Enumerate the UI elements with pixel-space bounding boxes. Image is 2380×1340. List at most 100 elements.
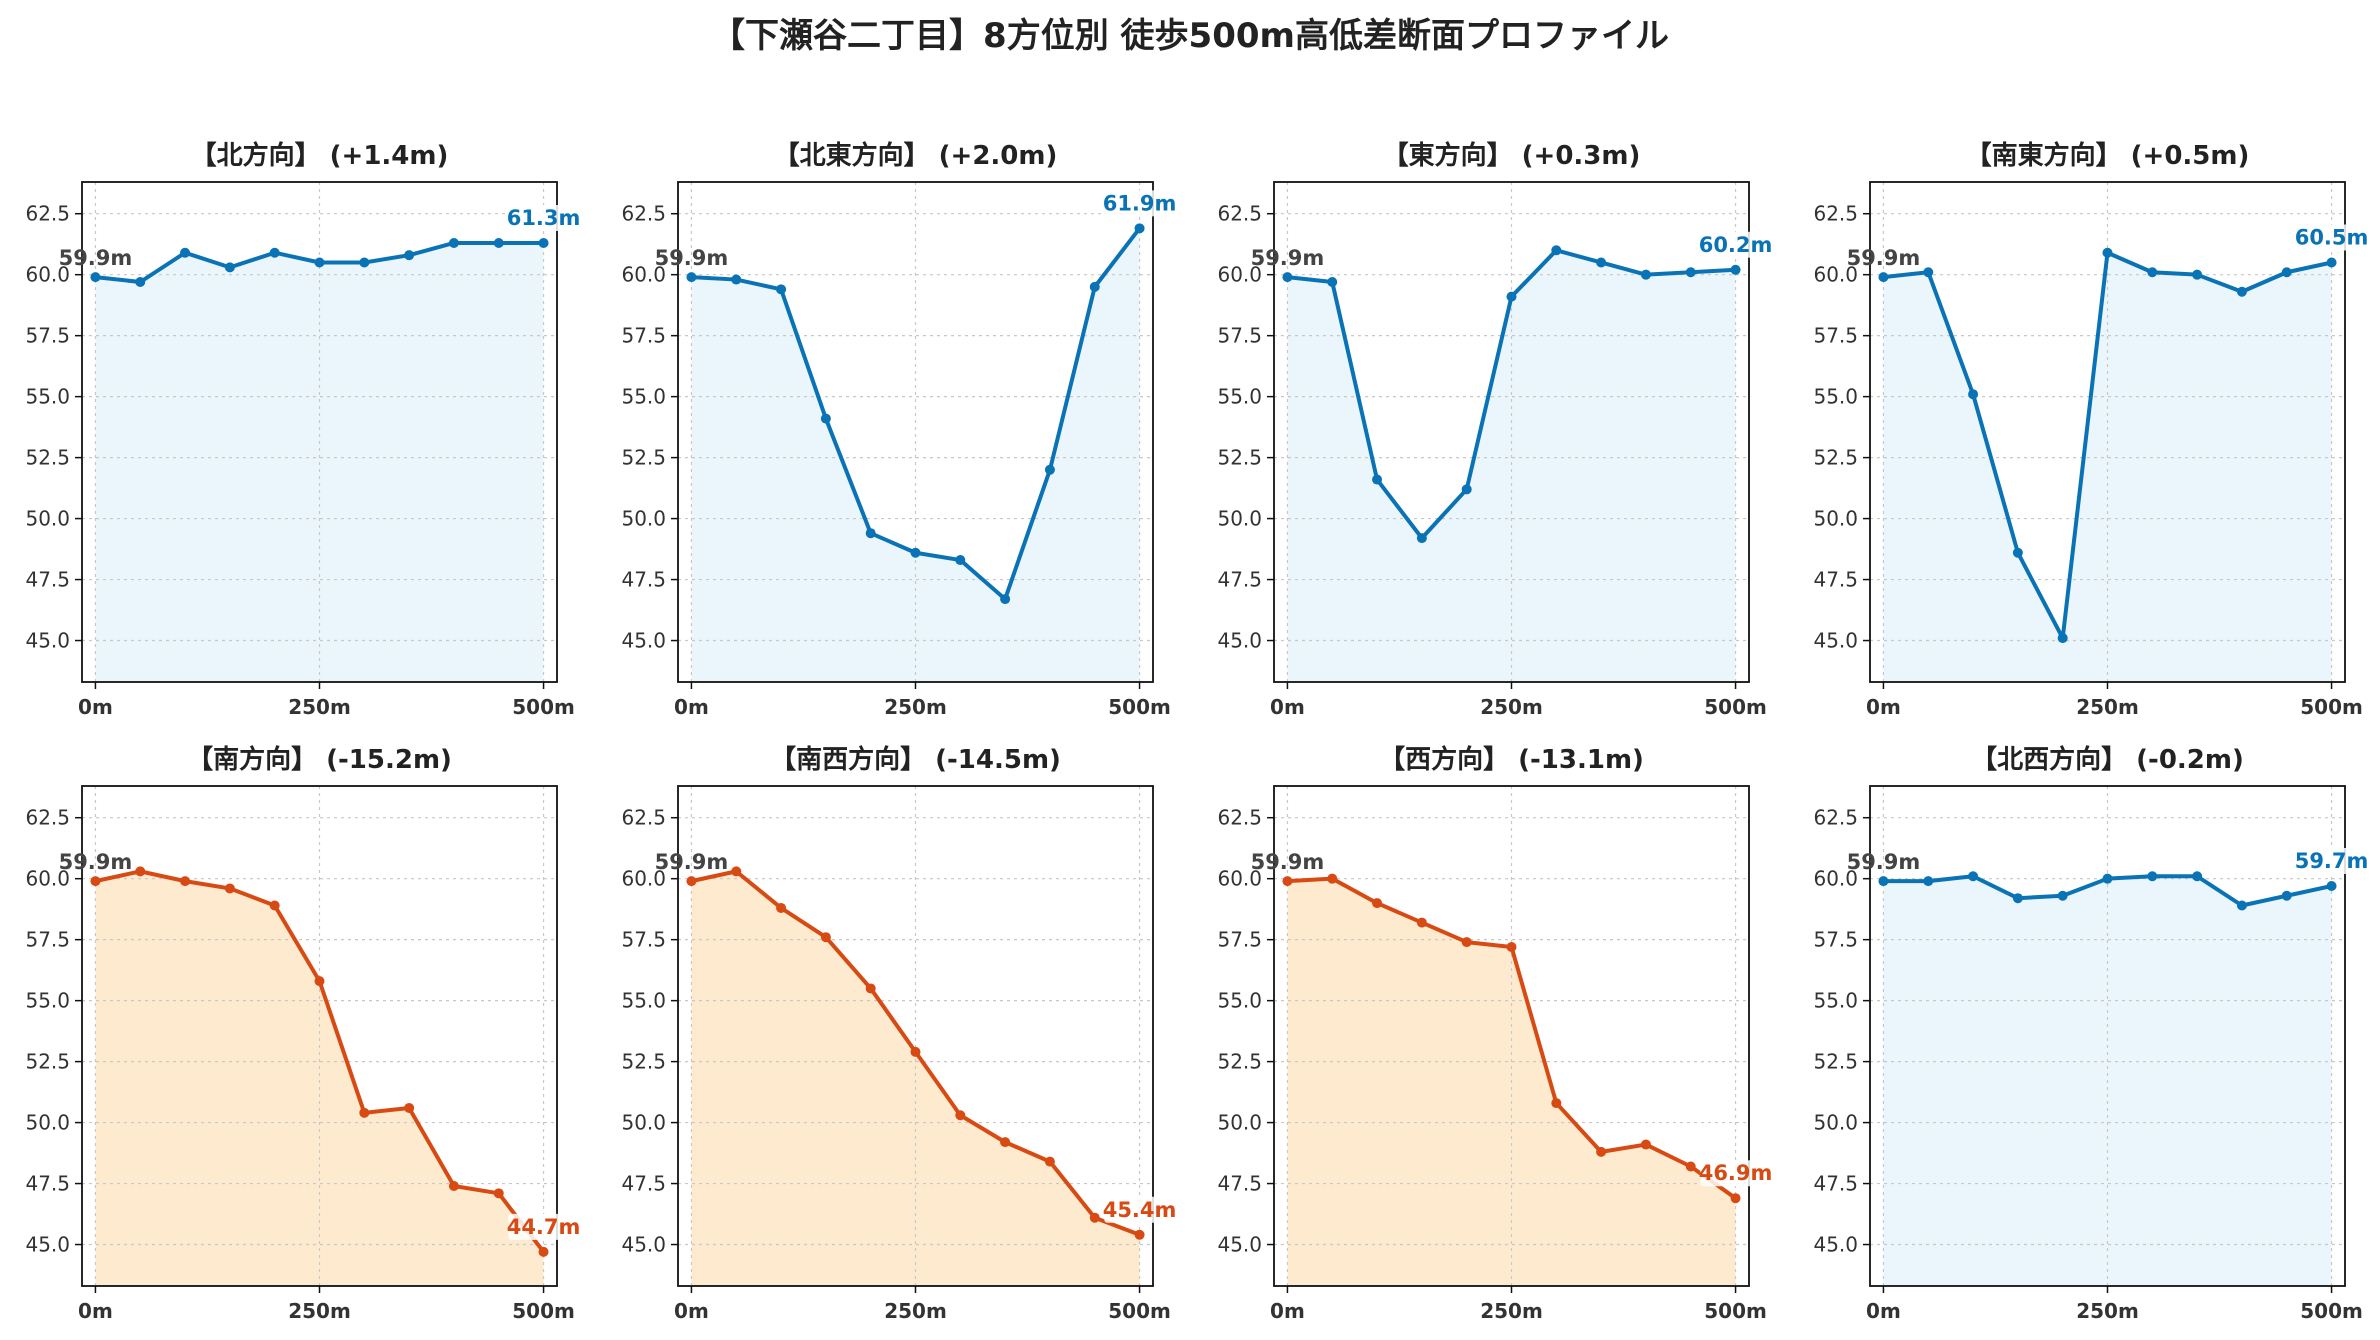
y-tick-label: 62.5 — [621, 202, 666, 226]
data-point — [1327, 873, 1338, 884]
data-point — [1044, 1156, 1055, 1167]
data-point — [776, 284, 787, 295]
data-point — [686, 876, 697, 887]
data-point — [955, 555, 966, 566]
data-point — [820, 932, 831, 943]
data-point — [404, 1102, 415, 1113]
start-elevation-label: 59.9m — [59, 850, 133, 874]
y-tick-label: 50.0 — [621, 507, 666, 531]
y-tick-label: 60.0 — [621, 263, 666, 287]
y-tick-label: 57.5 — [621, 928, 666, 952]
y-tick-label: 52.5 — [1813, 446, 1858, 470]
x-tick-label: 500m — [1108, 695, 1171, 719]
x-tick-label: 500m — [1704, 1299, 1767, 1323]
y-tick-label: 45.0 — [25, 629, 70, 653]
data-point — [1372, 474, 1383, 485]
y-tick-label: 57.5 — [1217, 324, 1262, 348]
data-point — [2281, 890, 2292, 901]
y-tick-label: 60.0 — [1813, 867, 1858, 891]
data-point — [1416, 533, 1427, 544]
data-point — [493, 237, 504, 248]
data-point — [1134, 223, 1145, 234]
end-label-backing — [508, 1213, 579, 1240]
x-tick-label: 250m — [2076, 1299, 2139, 1323]
data-point — [1968, 871, 1979, 882]
profile-panel-1: 【北東方向】 (+2.0m) 45.0 47.5 50.0 52.5 55.0 57.5 60… — [621, 140, 1176, 719]
data-point — [2012, 893, 2023, 904]
x-tick-label: 250m — [288, 695, 351, 719]
y-tick-label: 50.0 — [621, 1111, 666, 1135]
y-tick-label: 55.0 — [1813, 989, 1858, 1013]
profile-panel-5: 【南西方向】 (-14.5m) 45.0 47.5 50.0 52.5 55.0 57.5 6… — [621, 744, 1176, 1323]
data-point — [2057, 633, 2068, 644]
x-tick-label: 500m — [512, 695, 575, 719]
y-tick-label: 55.0 — [25, 385, 70, 409]
start-elevation-label: 59.9m — [59, 246, 133, 270]
start-elevation-label: 59.9m — [655, 850, 729, 874]
data-point — [224, 262, 235, 273]
x-tick-label: 500m — [2300, 1299, 2363, 1323]
data-point — [1878, 876, 1889, 887]
data-point — [2147, 871, 2158, 882]
data-point — [359, 1107, 370, 1118]
y-tick-label: 47.5 — [1813, 568, 1858, 592]
panel-title: 【北東方向】 (+2.0m) — [774, 140, 1058, 171]
end-elevation-label: 45.4m — [1103, 1198, 1177, 1222]
y-tick-label: 57.5 — [25, 324, 70, 348]
y-tick-label: 45.0 — [621, 1233, 666, 1257]
data-point — [180, 876, 191, 887]
data-point — [865, 528, 876, 539]
start-elevation-label: 59.9m — [1847, 850, 1921, 874]
y-tick-label: 62.5 — [621, 806, 666, 830]
end-label-backing — [2296, 224, 2367, 251]
data-point — [686, 272, 697, 283]
y-tick-label: 57.5 — [25, 928, 70, 952]
y-tick-label: 55.0 — [1217, 385, 1262, 409]
profile-panel-0: 【北方向】 (+1.4m) 45.0 47.5 50.0 52.5 55.0 57.5 60.… — [25, 140, 580, 719]
y-tick-label: 47.5 — [25, 568, 70, 592]
data-point — [955, 1110, 966, 1121]
y-tick-label: 47.5 — [1217, 568, 1262, 592]
y-tick-label: 45.0 — [1813, 1233, 1858, 1257]
start-elevation-label: 59.9m — [1251, 246, 1325, 270]
data-point — [1596, 257, 1607, 268]
panel-title: 【南東方向】 (+0.5m) — [1966, 140, 2250, 171]
x-tick-label: 250m — [288, 1299, 351, 1323]
data-point — [448, 237, 459, 248]
end-label-backing — [1700, 1160, 1771, 1187]
data-point — [1461, 937, 1472, 948]
data-point — [1000, 594, 1011, 605]
x-tick-label: 0m — [78, 1299, 113, 1323]
y-tick-label: 60.0 — [1813, 263, 1858, 287]
data-point — [2057, 890, 2068, 901]
data-point — [2326, 881, 2337, 891]
elevation-area — [1883, 252, 2332, 683]
elevation-area — [1287, 250, 1736, 683]
data-point — [910, 547, 921, 558]
data-point — [180, 247, 191, 258]
end-label-backing — [2296, 848, 2367, 874]
data-point — [2147, 267, 2158, 278]
data-point — [90, 876, 101, 887]
figure-title: 【下瀬谷二丁目】8方位別 徒歩500m高低差断面プロファイル — [711, 16, 1669, 56]
panel-title: 【東方向】 (+0.3m) — [1383, 140, 1641, 171]
y-tick-label: 50.0 — [1813, 1111, 1858, 1135]
y-tick-label: 57.5 — [1813, 928, 1858, 952]
data-point — [2236, 286, 2247, 297]
data-point — [1416, 917, 1427, 928]
y-tick-label: 47.5 — [621, 1172, 666, 1196]
y-tick-label: 55.0 — [25, 989, 70, 1013]
end-elevation-label: 44.7m — [507, 1215, 581, 1239]
y-tick-label: 47.5 — [1813, 1172, 1858, 1196]
y-tick-label: 45.0 — [1217, 629, 1262, 653]
x-tick-label: 500m — [1108, 1299, 1171, 1323]
data-point — [1923, 876, 1934, 887]
end-label-backing — [508, 204, 579, 231]
data-point — [731, 866, 742, 877]
x-tick-label: 0m — [674, 695, 709, 719]
y-tick-label: 50.0 — [25, 1111, 70, 1135]
x-tick-label: 0m — [1270, 1299, 1305, 1323]
y-tick-label: 45.0 — [1217, 1233, 1262, 1257]
y-tick-label: 62.5 — [25, 806, 70, 830]
